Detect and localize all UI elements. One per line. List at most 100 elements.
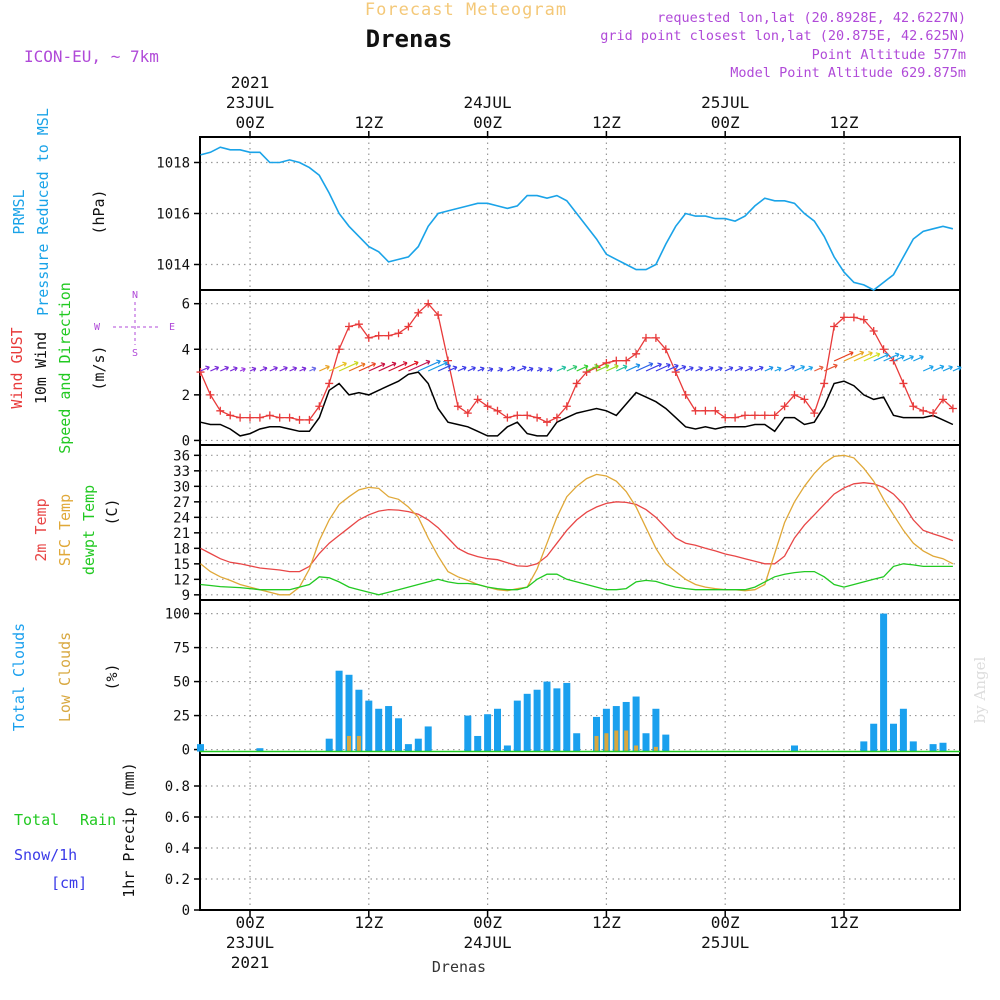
wind-direction-arrow (378, 362, 397, 372)
wind-gust-marker (582, 368, 591, 377)
compass-west: W (94, 322, 101, 333)
y-tick-label: 0.2 (165, 872, 190, 888)
wind-direction-arrow (328, 362, 347, 372)
wind-direction-arrow (358, 362, 376, 372)
wind-direction-arrowhead (790, 364, 796, 370)
wind-direction-arrow (388, 362, 408, 372)
wind-gust-marker (691, 406, 700, 415)
wind-direction-arrow (903, 355, 914, 362)
wind-direction-arrowhead (875, 352, 881, 358)
wind-direction-arrowhead (635, 363, 641, 369)
wind-direction-arrow (744, 367, 753, 372)
wind-direction-arrowhead (909, 354, 914, 360)
y-tick-label: 21 (173, 526, 190, 542)
y-tick-label: 0.4 (165, 841, 190, 857)
wind-gust-marker (602, 358, 611, 367)
low-clouds-bar (356, 735, 361, 752)
wind-direction-arrowhead (391, 361, 397, 367)
wind-direction-arrowhead (768, 365, 774, 371)
wind-gust-marker (800, 395, 809, 404)
wind-direction-arrowhead (884, 352, 889, 358)
total-clouds-bar (602, 708, 610, 752)
total-clouds-bar (890, 723, 897, 752)
total-clouds-bar (870, 723, 878, 752)
pressure-unit: (hPa) (90, 189, 108, 234)
wind-direction-arrowhead (521, 365, 527, 371)
wind-direction-arrowhead (622, 364, 628, 370)
wind-direction-arrow (220, 366, 229, 372)
wind-gust-marker (384, 331, 393, 340)
wind-gust-marker (345, 322, 353, 331)
wind-gust-marker (622, 356, 631, 365)
wind-gust-marker (513, 411, 522, 420)
y-tick-label: 27 (173, 495, 190, 511)
wind-direction-arrow (517, 366, 527, 372)
wind-direction-arrow (606, 365, 619, 372)
panel-frame (199, 599, 961, 756)
wind-direction-arrow (200, 366, 210, 372)
wind-direction-arrowhead (214, 365, 220, 371)
wind-direction-arrowhead (718, 366, 723, 372)
y-tick-label: 25 (173, 709, 190, 725)
wind-gust-marker (434, 311, 443, 320)
wind-direction-arrow (299, 367, 307, 372)
wind-direction-arrow (259, 367, 268, 372)
wind-gust-marker (364, 333, 373, 342)
time-tick-label: 23JUL (226, 933, 274, 952)
wind-direction-arrowhead (371, 361, 376, 367)
wind-gust-marker (374, 331, 383, 340)
temp-dewpt-line (200, 563, 953, 596)
wind-speed-line (200, 371, 954, 437)
total-clouds-bar (197, 744, 204, 752)
wind-direction-arrowhead (614, 364, 619, 370)
wind-gust-marker (820, 379, 829, 388)
wind-direction-arrowhead (443, 360, 448, 366)
compass-south: S (132, 348, 138, 359)
total-clouds-bar (494, 708, 501, 752)
total-clouds-bar (464, 715, 472, 752)
wind-direction-arrowhead (283, 365, 288, 371)
clouds-plot (197, 613, 960, 753)
wind-direction-arrowhead (488, 367, 494, 372)
wind-direction-arrow (863, 353, 881, 362)
compass-east: E (169, 322, 175, 333)
time-tick-label: 12Z (830, 913, 859, 932)
total-clouds-bar (325, 738, 333, 752)
wind-direction-arrowhead (342, 361, 347, 367)
wind-direction-arrowhead (748, 365, 754, 371)
wind-direction-arrow (427, 361, 448, 372)
wind-gust-marker (731, 413, 740, 422)
wind-direction-arrowhead (224, 365, 229, 371)
wind-gust-marker (879, 345, 888, 354)
wind-plot (196, 299, 962, 437)
wind-direction-arrow (883, 353, 900, 362)
y-tick-label: 9 (182, 588, 190, 604)
wind-label-gust: Wind GUST (8, 327, 26, 408)
wind-direction-arrowhead (528, 366, 534, 372)
total-clouds-bar (573, 733, 581, 752)
y-tick-label: 33 (173, 464, 190, 480)
total-clouds-bar (503, 745, 511, 752)
total-clouds-bar (929, 744, 937, 752)
wind-direction-arrowhead (301, 366, 307, 372)
wind-direction-arrowhead (604, 363, 610, 369)
wind-direction-arrowhead (899, 354, 905, 360)
wind-direction-arrowhead (848, 350, 854, 356)
wind-direction-arrow (467, 367, 476, 372)
wind-gust-marker (632, 349, 641, 358)
wind-direction-arrow (952, 366, 962, 372)
wind-gust-marker (216, 406, 225, 415)
y-tick-label: 24 (173, 510, 190, 526)
y-tick-label: 50 (173, 675, 190, 691)
time-tick-label: 12Z (592, 913, 621, 932)
wind-gust-marker (236, 413, 245, 422)
wind-direction-arrow (922, 365, 934, 372)
wind-direction-arrow (447, 366, 458, 372)
wind-direction-arrowhead (510, 365, 516, 371)
y-tick-label: 15 (173, 557, 190, 573)
time-tick-label: 00Z (473, 913, 502, 932)
total-clouds-bar (474, 735, 482, 752)
wind-direction-arrow (734, 367, 743, 372)
wind-direction-arrow (754, 366, 764, 372)
